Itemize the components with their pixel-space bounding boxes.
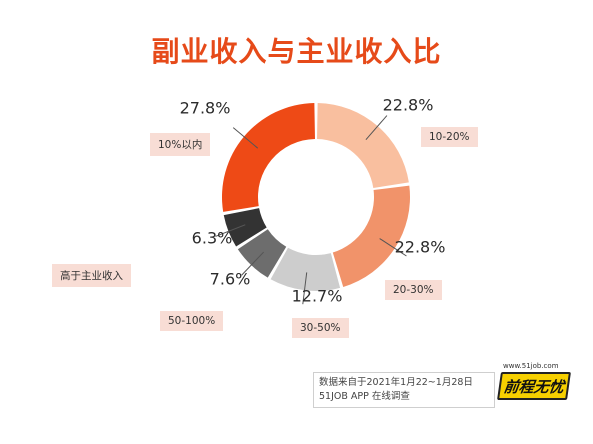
value-label-30-50: 12.7%: [291, 286, 343, 306]
category-label-within-10: 10%以内: [150, 133, 211, 156]
donut-slice-5: [222, 103, 315, 212]
donut-slice-1: [332, 185, 410, 287]
logo-brand-text: 前程无忧: [502, 377, 566, 396]
donut-slice-2: [270, 247, 341, 291]
logo-url: www.51job.com: [503, 362, 559, 370]
leader-line-4: [215, 224, 246, 237]
leader-line-0: [365, 115, 388, 141]
source-line-2: 51JOB APP 在线调查: [319, 391, 410, 402]
logo-badge: 前程无忧: [497, 372, 571, 400]
brand-logo: www.51job.com 前程无忧: [495, 362, 571, 402]
leader-line-1: [379, 238, 407, 257]
category-label-50-100: 50-100%: [160, 311, 224, 331]
source-line-1: 数据来自于2021年1月22~1月28日: [319, 377, 473, 388]
value-label-10-20: 22.8%: [382, 95, 434, 115]
category-label-30-50: 30-50%: [292, 318, 349, 338]
chart-title: 副业收入与主业收入比: [151, 35, 442, 68]
leader-line-2: [302, 272, 308, 305]
source-note: 数据来自于2021年1月22~1月28日 51JOB APP 在线调查: [313, 372, 495, 408]
category-label-10-20: 10-20%: [421, 127, 478, 147]
value-label-above-main: 6.3%: [191, 228, 233, 248]
value-label-within-10: 27.8%: [179, 98, 231, 118]
value-label-20-30: 22.8%: [394, 237, 446, 257]
leader-line-3: [241, 251, 264, 276]
leader-line-5: [232, 127, 259, 149]
donut-slice-4: [223, 208, 267, 247]
value-label-50-100: 7.6%: [209, 269, 251, 289]
donut-slice-0: [317, 103, 409, 189]
category-label-above-main: 高于主业收入: [52, 264, 131, 287]
category-label-20-30: 20-30%: [385, 280, 442, 300]
